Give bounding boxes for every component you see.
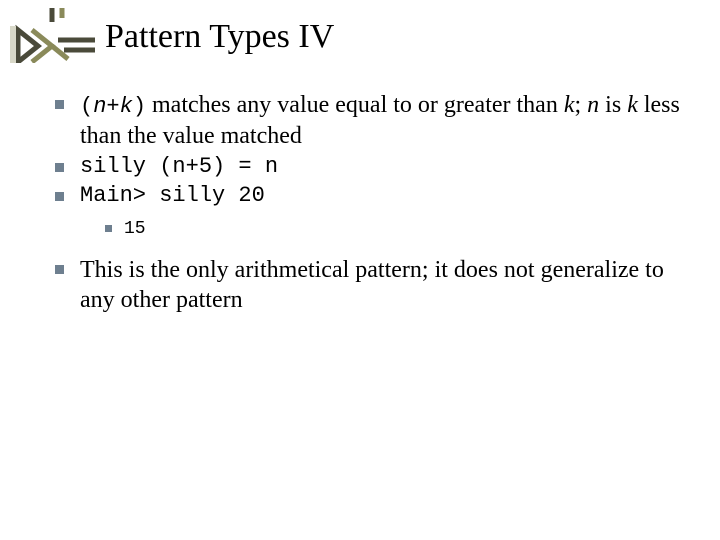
square-bullet-icon bbox=[55, 192, 64, 201]
slide-content: (n+k) matches any value equal to or grea… bbox=[55, 90, 700, 317]
square-bullet-icon bbox=[105, 225, 112, 232]
bullet-item-4: This is the only arithmetical pattern; i… bbox=[55, 255, 700, 315]
sub-bullet-item: 15 bbox=[105, 218, 700, 241]
bullet-text: silly (n+5) = n bbox=[80, 153, 278, 181]
bullet-text: Main> silly 20 bbox=[80, 182, 265, 210]
square-bullet-icon bbox=[55, 100, 64, 109]
square-bullet-icon bbox=[55, 265, 64, 274]
bullet-item-2: silly (n+5) = n bbox=[55, 153, 700, 181]
bullet-item-3: Main> silly 20 bbox=[55, 182, 700, 210]
slide-title: Pattern Types IV bbox=[105, 18, 334, 56]
square-bullet-icon bbox=[55, 163, 64, 172]
haskell-logo bbox=[10, 8, 95, 63]
sub-bullet-list: 15 bbox=[105, 218, 700, 241]
bullet-text: This is the only arithmetical pattern; i… bbox=[80, 255, 700, 315]
bullet-item-1: (n+k) matches any value equal to or grea… bbox=[55, 90, 700, 151]
sub-bullet-text: 15 bbox=[124, 218, 146, 241]
bullet-text: (n+k) matches any value equal to or grea… bbox=[80, 90, 700, 151]
